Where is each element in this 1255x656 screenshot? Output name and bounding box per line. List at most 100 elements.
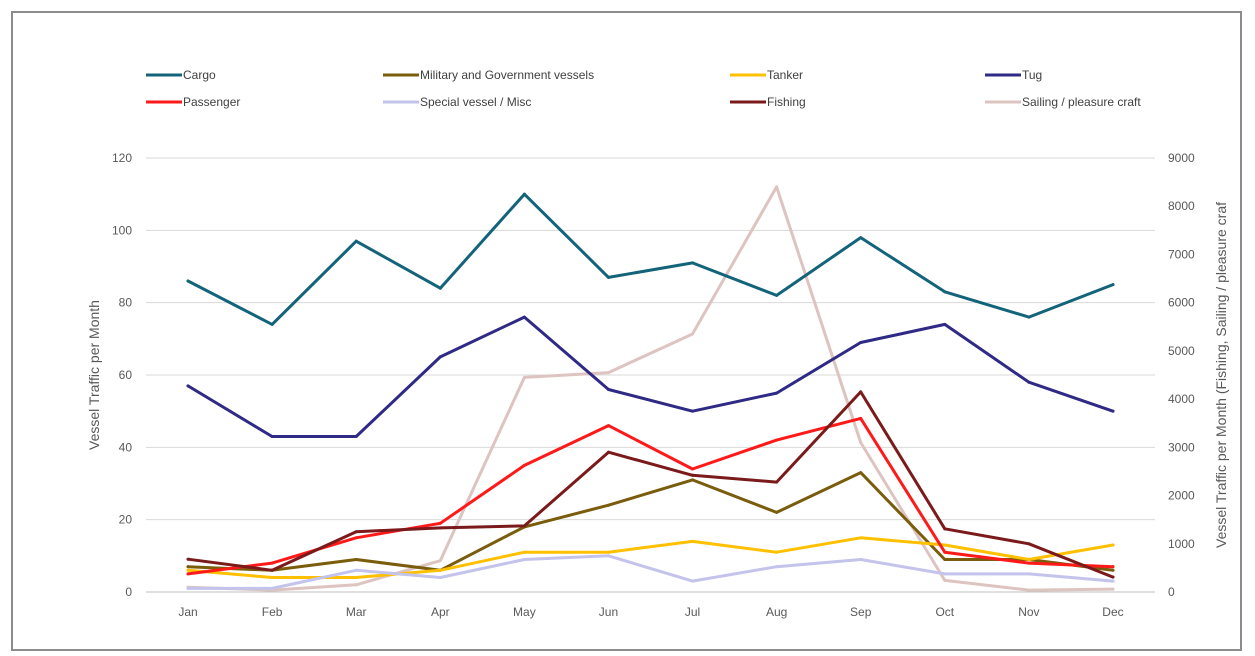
x-tick-label: Oct [935,605,954,619]
right-tick-label: 1000 [1168,537,1195,551]
x-tick-label: Mar [346,605,367,619]
data-point [691,467,695,471]
legend-label: Tug [1022,68,1042,82]
left-tick-label: 0 [125,585,132,599]
data-point [859,441,863,445]
data-point [522,524,526,528]
x-tick-label: May [513,605,536,619]
right-axis-ticks: 0 1000 2000 3000 4000 5000 6000 7000 8000 9000 [1168,151,1195,599]
legend-item: Military and Government vessels [383,68,594,82]
data-point [270,434,274,438]
left-tick-label: 20 [119,513,133,527]
legend-label: Passenger [183,95,240,109]
data-point [186,586,190,590]
data-point [606,450,610,454]
data-point [691,579,695,583]
legend-label: Tanker [767,68,803,82]
data-point [1027,380,1031,384]
data-point [1027,315,1031,319]
data-point [1111,579,1115,583]
data-point [186,557,190,561]
gridlines [146,157,1155,593]
series-lines [186,185,1115,592]
data-point [691,332,695,336]
data-point [606,424,610,428]
data-point [859,536,863,540]
series-line-tug [186,315,1115,438]
series-line-sailing-pleasure-craft [186,185,1115,592]
data-point [354,557,358,561]
series-line-passenger [186,416,1115,576]
legend-label: Cargo [183,68,216,82]
data-point [943,527,947,531]
data-point [438,568,442,572]
right-tick-label: 2000 [1168,489,1195,503]
data-point [943,578,947,582]
data-point [1111,543,1115,547]
data-point [1027,542,1031,546]
data-point [354,434,358,438]
data-point [606,550,610,554]
data-point [186,279,190,283]
data-point [186,384,190,388]
data-point [943,290,947,294]
data-point [270,576,274,580]
left-axis-title: Vessel Traffic per Month [86,300,102,450]
data-point [606,503,610,507]
data-point [606,387,610,391]
left-tick-label: 100 [112,223,132,237]
data-point [859,557,863,561]
data-point [270,561,274,565]
data-point [522,557,526,561]
legend-item: Special vessel / Misc [383,95,531,109]
data-point [859,390,863,394]
data-point [354,583,358,587]
right-tick-label: 5000 [1168,344,1195,358]
data-point [859,471,863,475]
data-point [438,521,442,525]
right-tick-label: 6000 [1168,296,1195,310]
data-point [1111,409,1115,413]
legend-label: Sailing / pleasure craft [1022,95,1141,109]
data-point [438,286,442,290]
data-point [691,409,695,413]
data-point [438,355,442,359]
data-point [943,322,947,326]
data-point [606,275,610,279]
data-point [1111,587,1115,591]
data-point [186,568,190,572]
data-point [691,539,695,543]
data-point [522,463,526,467]
legend-item: Cargo [146,68,216,82]
x-axis-ticks: Jan Feb Mar Apr May Jun Jul Aug Sep Oct Nov Dec [178,605,1123,619]
left-tick-label: 80 [119,296,133,310]
data-point [775,480,779,484]
right-tick-label: 4000 [1168,392,1195,406]
data-point [522,550,526,554]
data-point [270,586,274,590]
data-point [522,375,526,379]
data-point [943,572,947,576]
data-point [1027,572,1031,576]
right-tick-label: 8000 [1168,199,1195,213]
data-point [775,565,779,569]
series-line-fishing [186,390,1115,579]
data-point [522,192,526,196]
legend-label: Military and Government vessels [420,68,594,82]
data-point [354,576,358,580]
legend-label: Fishing [767,95,806,109]
data-point [691,478,695,482]
x-tick-label: Jun [599,605,618,619]
data-point [1111,575,1115,579]
data-point [1111,568,1115,572]
data-point [775,391,779,395]
data-point [775,293,779,297]
data-point [186,565,190,569]
right-tick-label: 9000 [1168,151,1195,165]
legend-label: Special vessel / Misc [420,95,531,109]
left-tick-label: 40 [119,440,133,454]
legend-item: Fishing [730,95,806,109]
data-point [691,261,695,265]
data-point [438,559,442,563]
data-point [186,572,190,576]
